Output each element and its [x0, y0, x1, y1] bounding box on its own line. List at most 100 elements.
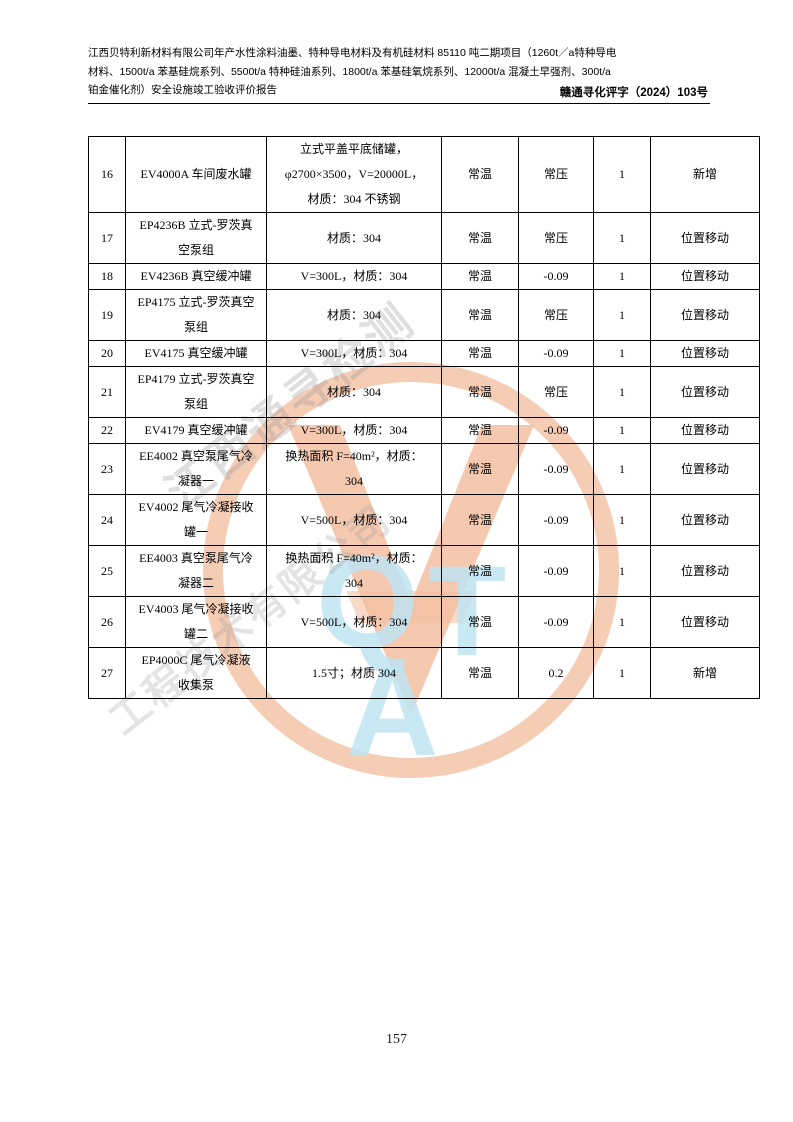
table-row: 16 EV4000A 车间废水罐 立式平盖平底储罐， φ2700×3500，V=…: [88, 136, 760, 213]
name-line: EV4003 尾气冷凝接收: [138, 602, 254, 616]
cell-equipment-name: EV4236B 真空缓冲罐: [125, 263, 267, 290]
cell-serial-number: 26: [88, 596, 126, 648]
cell-quantity: 1: [593, 136, 651, 213]
cell-operating-pressure: -0.09: [518, 596, 594, 648]
cell-equipment-name: EE4003 真空泵尾气冷 凝器二: [125, 545, 267, 597]
cell-remark: 位置移动: [650, 596, 760, 648]
name-line: EP4236B 立式-罗茨真: [139, 218, 253, 232]
cell-serial-number: 17: [88, 212, 126, 264]
spec-line: φ2700×3500，V=20000L，: [284, 167, 424, 181]
cell-equipment-name: EE4002 真空泵尾气冷 凝器一: [125, 443, 267, 495]
cell-serial-number: 21: [88, 366, 126, 418]
table-row: 24 EV4002 尾气冷凝接收 罐一 V=500L，材质：304 常温 -0.…: [88, 494, 760, 546]
name-line: EP4179 立式-罗茨真空: [137, 372, 255, 386]
name-line: EE4003 真空泵尾气冷: [139, 551, 253, 565]
name-line: EP4175 立式-罗茨真空: [137, 295, 255, 309]
page-number: 157: [386, 1032, 407, 1047]
cell-operating-temperature: 常温: [441, 289, 519, 341]
spec-line: 材质：304 不锈钢: [307, 192, 401, 206]
equipment-table: 16 EV4000A 车间废水罐 立式平盖平底储罐， φ2700×3500，V=…: [88, 136, 760, 699]
cell-remark: 位置移动: [650, 443, 760, 495]
cell-specification: V=500L，材质：304: [266, 494, 442, 546]
cell-serial-number: 18: [88, 263, 126, 290]
cell-equipment-name: EP4179 立式-罗茨真空 泵组: [125, 366, 267, 418]
cell-operating-pressure: 常压: [518, 289, 594, 341]
cell-remark: 位置移动: [650, 212, 760, 264]
table-row: 21 EP4179 立式-罗茨真空 泵组 材质：304 常温 常压 1 位置移动: [88, 366, 760, 418]
table-row: 18 EV4236B 真空缓冲罐 V=300L，材质：304 常温 -0.09 …: [88, 263, 760, 290]
running-header: 江西贝特利新材料有限公司年产水性涂料油墨、特种导电材料及有机硅材料 85110 …: [88, 44, 710, 104]
cell-serial-number: 16: [88, 136, 126, 213]
cell-equipment-name: EV4175 真空缓冲罐: [125, 340, 267, 367]
header-divider: [88, 102, 710, 104]
table-row: 26 EV4003 尾气冷凝接收 罐二 V=500L，材质：304 常温 -0.…: [88, 596, 760, 648]
document-number: 赣通寻化评字（2024）103号: [559, 86, 708, 99]
cell-quantity: 1: [593, 545, 651, 597]
cell-serial-number: 23: [88, 443, 126, 495]
cell-specification: 1.5寸；材质 304: [266, 647, 442, 699]
table-row: 27 EP4000C 尾气冷凝液 收集泵 1.5寸；材质 304 常温 0.2 …: [88, 647, 760, 699]
cell-operating-temperature: 常温: [441, 647, 519, 699]
cell-operating-temperature: 常温: [441, 494, 519, 546]
cell-operating-temperature: 常温: [441, 545, 519, 597]
cell-operating-pressure: -0.09: [518, 417, 594, 444]
header-line-1: 江西贝特利新材料有限公司年产水性涂料油墨、特种导电材料及有机硅材料 85110 …: [88, 47, 617, 59]
cell-quantity: 1: [593, 417, 651, 444]
cell-operating-pressure: -0.09: [518, 340, 594, 367]
cell-operating-pressure: -0.09: [518, 443, 594, 495]
cell-operating-pressure: 常压: [518, 212, 594, 264]
cell-serial-number: 22: [88, 417, 126, 444]
cell-operating-pressure: 常压: [518, 366, 594, 418]
equipment-table-body: 16 EV4000A 车间废水罐 立式平盖平底储罐， φ2700×3500，V=…: [88, 136, 760, 699]
name-line: 凝器一: [177, 474, 214, 488]
cell-operating-temperature: 常温: [441, 212, 519, 264]
cell-operating-temperature: 常温: [441, 136, 519, 213]
cell-specification: V=300L，材质：304: [266, 263, 442, 290]
cell-serial-number: 25: [88, 545, 126, 597]
header-line-3: 铂金催化剂）安全设施竣工验收评价报告: [88, 84, 277, 96]
equipment-table-container: 16 EV4000A 车间废水罐 立式平盖平底储罐， φ2700×3500，V=…: [88, 136, 760, 699]
cell-serial-number: 27: [88, 647, 126, 699]
cell-specification: 材质：304: [266, 212, 442, 264]
table-row: 20 EV4175 真空缓冲罐 V=300L，材质：304 常温 -0.09 1…: [88, 340, 760, 367]
cell-specification: V=300L，材质：304: [266, 417, 442, 444]
table-row: 19 EP4175 立式-罗茨真空 泵组 材质：304 常温 常压 1 位置移动: [88, 289, 760, 341]
cell-remark: 新增: [650, 136, 760, 213]
cell-equipment-name: EP4175 立式-罗茨真空 泵组: [125, 289, 267, 341]
cell-specification: 材质：304: [266, 366, 442, 418]
cell-quantity: 1: [593, 289, 651, 341]
spec-line: 换热面积 F=40m²，材质：: [285, 449, 423, 463]
cell-quantity: 1: [593, 340, 651, 367]
cell-quantity: 1: [593, 443, 651, 495]
table-row: 25 EE4003 真空泵尾气冷 凝器二 换热面积 F=40m²，材质： 304…: [88, 545, 760, 597]
cell-remark: 位置移动: [650, 366, 760, 418]
spec-line: 304: [345, 474, 363, 488]
cell-specification: V=300L，材质：304: [266, 340, 442, 367]
cell-equipment-name: EV4002 尾气冷凝接收 罐一: [125, 494, 267, 546]
cell-specification: 立式平盖平底储罐， φ2700×3500，V=20000L， 材质：304 不锈…: [266, 136, 442, 213]
cell-equipment-name: EV4003 尾气冷凝接收 罐二: [125, 596, 267, 648]
name-line: 凝器二: [177, 576, 214, 590]
spec-line: 立式平盖平底储罐，: [299, 142, 408, 156]
cell-specification: 换热面积 F=40m²，材质： 304: [266, 545, 442, 597]
name-line: EV4002 尾气冷凝接收: [138, 500, 254, 514]
cell-quantity: 1: [593, 366, 651, 418]
cell-specification: 材质：304: [266, 289, 442, 341]
cell-remark: 位置移动: [650, 289, 760, 341]
cell-operating-temperature: 常温: [441, 596, 519, 648]
cell-operating-pressure: -0.09: [518, 263, 594, 290]
name-line: 罐二: [183, 627, 208, 641]
cell-remark: 位置移动: [650, 494, 760, 546]
name-line: EE4002 真空泵尾气冷: [139, 449, 253, 463]
spec-line: 304: [345, 576, 363, 590]
table-row: 22 EV4179 真空缓冲罐 V=300L，材质：304 常温 -0.09 1…: [88, 417, 760, 444]
name-line: EP4000C 尾气冷凝液: [141, 653, 251, 667]
name-line: 收集泵: [177, 678, 214, 692]
cell-equipment-name: EP4236B 立式-罗茨真 空泵组: [125, 212, 267, 264]
cell-operating-pressure: 0.2: [518, 647, 594, 699]
cell-operating-pressure: -0.09: [518, 494, 594, 546]
name-line: 泵组: [183, 397, 208, 411]
cell-serial-number: 20: [88, 340, 126, 367]
name-line: 空泵组: [177, 243, 214, 257]
